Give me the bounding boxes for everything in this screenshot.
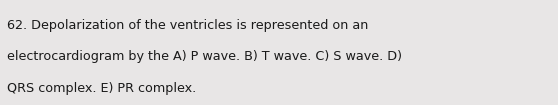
Text: 62. Depolarization of the ventricles is represented on an: 62. Depolarization of the ventricles is …: [7, 19, 369, 32]
Text: electrocardiogram by the A) P wave. B) T wave. C) S wave. D): electrocardiogram by the A) P wave. B) T…: [7, 50, 402, 63]
Text: QRS complex. E) PR complex.: QRS complex. E) PR complex.: [7, 82, 196, 95]
